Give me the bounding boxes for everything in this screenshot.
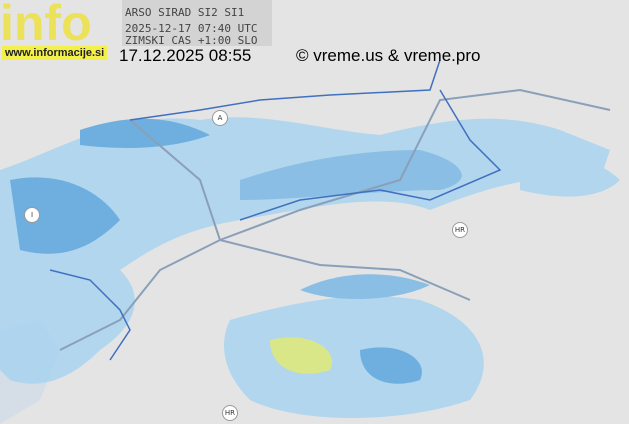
borders [49,59,502,361]
info-logo: info [0,0,92,51]
country-marker: A [212,110,228,126]
header-panel [122,0,272,46]
country-marker: HR [452,222,468,238]
country-marker: HR [222,405,238,421]
roads [59,88,611,351]
local-timestamp: 17.12.2025 08:55 [119,46,252,65]
website-link[interactable]: www.informacije.si [2,46,108,60]
copyright: © vreme.us & vreme.pro [296,46,481,65]
radar-source: ARSO SIRAD SI2 SI1 [125,6,245,19]
timezone-note: ZIMSKI CAS +1:00 SLO [125,34,258,47]
country-marker: I [24,207,40,223]
radar-time: 2025-12-17 07:40 UTC [125,22,258,35]
radar-echoes [0,117,620,418]
